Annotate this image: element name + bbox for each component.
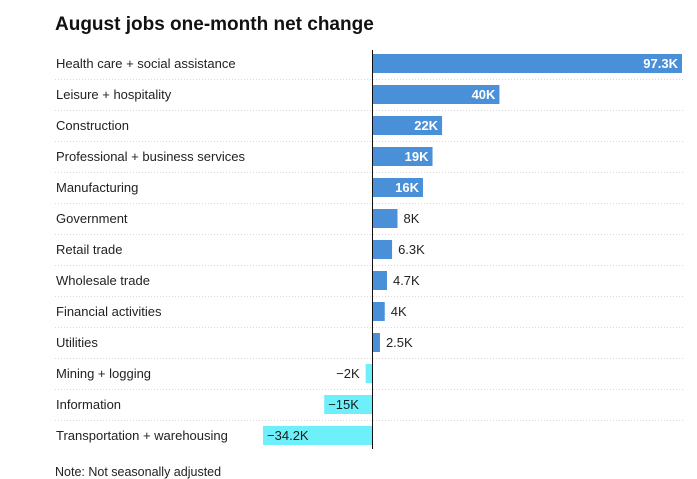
bar bbox=[372, 54, 682, 73]
value-label: 19K bbox=[405, 149, 429, 164]
category-label: Leisure + hospitality bbox=[56, 87, 172, 102]
bar bbox=[365, 364, 372, 383]
category-label: Transportation + warehousing bbox=[56, 428, 228, 443]
category-label: Wholesale trade bbox=[56, 273, 150, 288]
bar bbox=[372, 302, 385, 321]
bar bbox=[372, 178, 423, 197]
chart-note: Note: Not seasonally adjusted bbox=[55, 465, 222, 479]
category-labels: Health care + social assistance Leisure +… bbox=[56, 56, 245, 443]
category-label: Retail trade bbox=[56, 242, 122, 257]
value-label: 40K bbox=[472, 87, 496, 102]
bars bbox=[263, 54, 682, 445]
category-label: Manufacturing bbox=[56, 180, 138, 195]
value-label: 2.5K bbox=[386, 335, 413, 350]
bar bbox=[372, 209, 398, 228]
value-label: 8K bbox=[403, 211, 419, 226]
bar bbox=[372, 116, 443, 135]
value-label: −34.2K bbox=[267, 428, 309, 443]
chart-title: August jobs one-month net change bbox=[55, 14, 374, 35]
category-label: Professional + business services bbox=[56, 149, 245, 164]
value-label: 4K bbox=[391, 304, 407, 319]
category-label: Government bbox=[56, 211, 128, 226]
value-label: 6.3K bbox=[398, 242, 425, 257]
category-label: Information bbox=[56, 397, 121, 412]
value-label: −15K bbox=[328, 397, 359, 412]
value-label: 97.3K bbox=[643, 56, 678, 71]
bar bbox=[372, 271, 387, 290]
category-label: Construction bbox=[56, 118, 129, 133]
bar bbox=[372, 333, 380, 352]
value-label: 16K bbox=[395, 180, 419, 195]
category-label: Health care + social assistance bbox=[56, 56, 236, 71]
value-label: −2K bbox=[336, 366, 360, 381]
category-label: Utilities bbox=[56, 335, 98, 350]
bar bbox=[324, 395, 372, 414]
bar bbox=[372, 240, 393, 259]
bar bbox=[263, 426, 372, 445]
bar bbox=[372, 85, 500, 104]
category-label: Mining + logging bbox=[56, 366, 151, 381]
value-labels: 97.3K 40K 22K 19K 16K 8K 6.3K 4.7K 4K 2.5K −2K −15K… bbox=[267, 56, 679, 443]
value-label: 4.7K bbox=[393, 273, 420, 288]
value-label: 22K bbox=[414, 118, 438, 133]
bar bbox=[372, 147, 433, 166]
category-label: Financial activities bbox=[56, 304, 162, 319]
